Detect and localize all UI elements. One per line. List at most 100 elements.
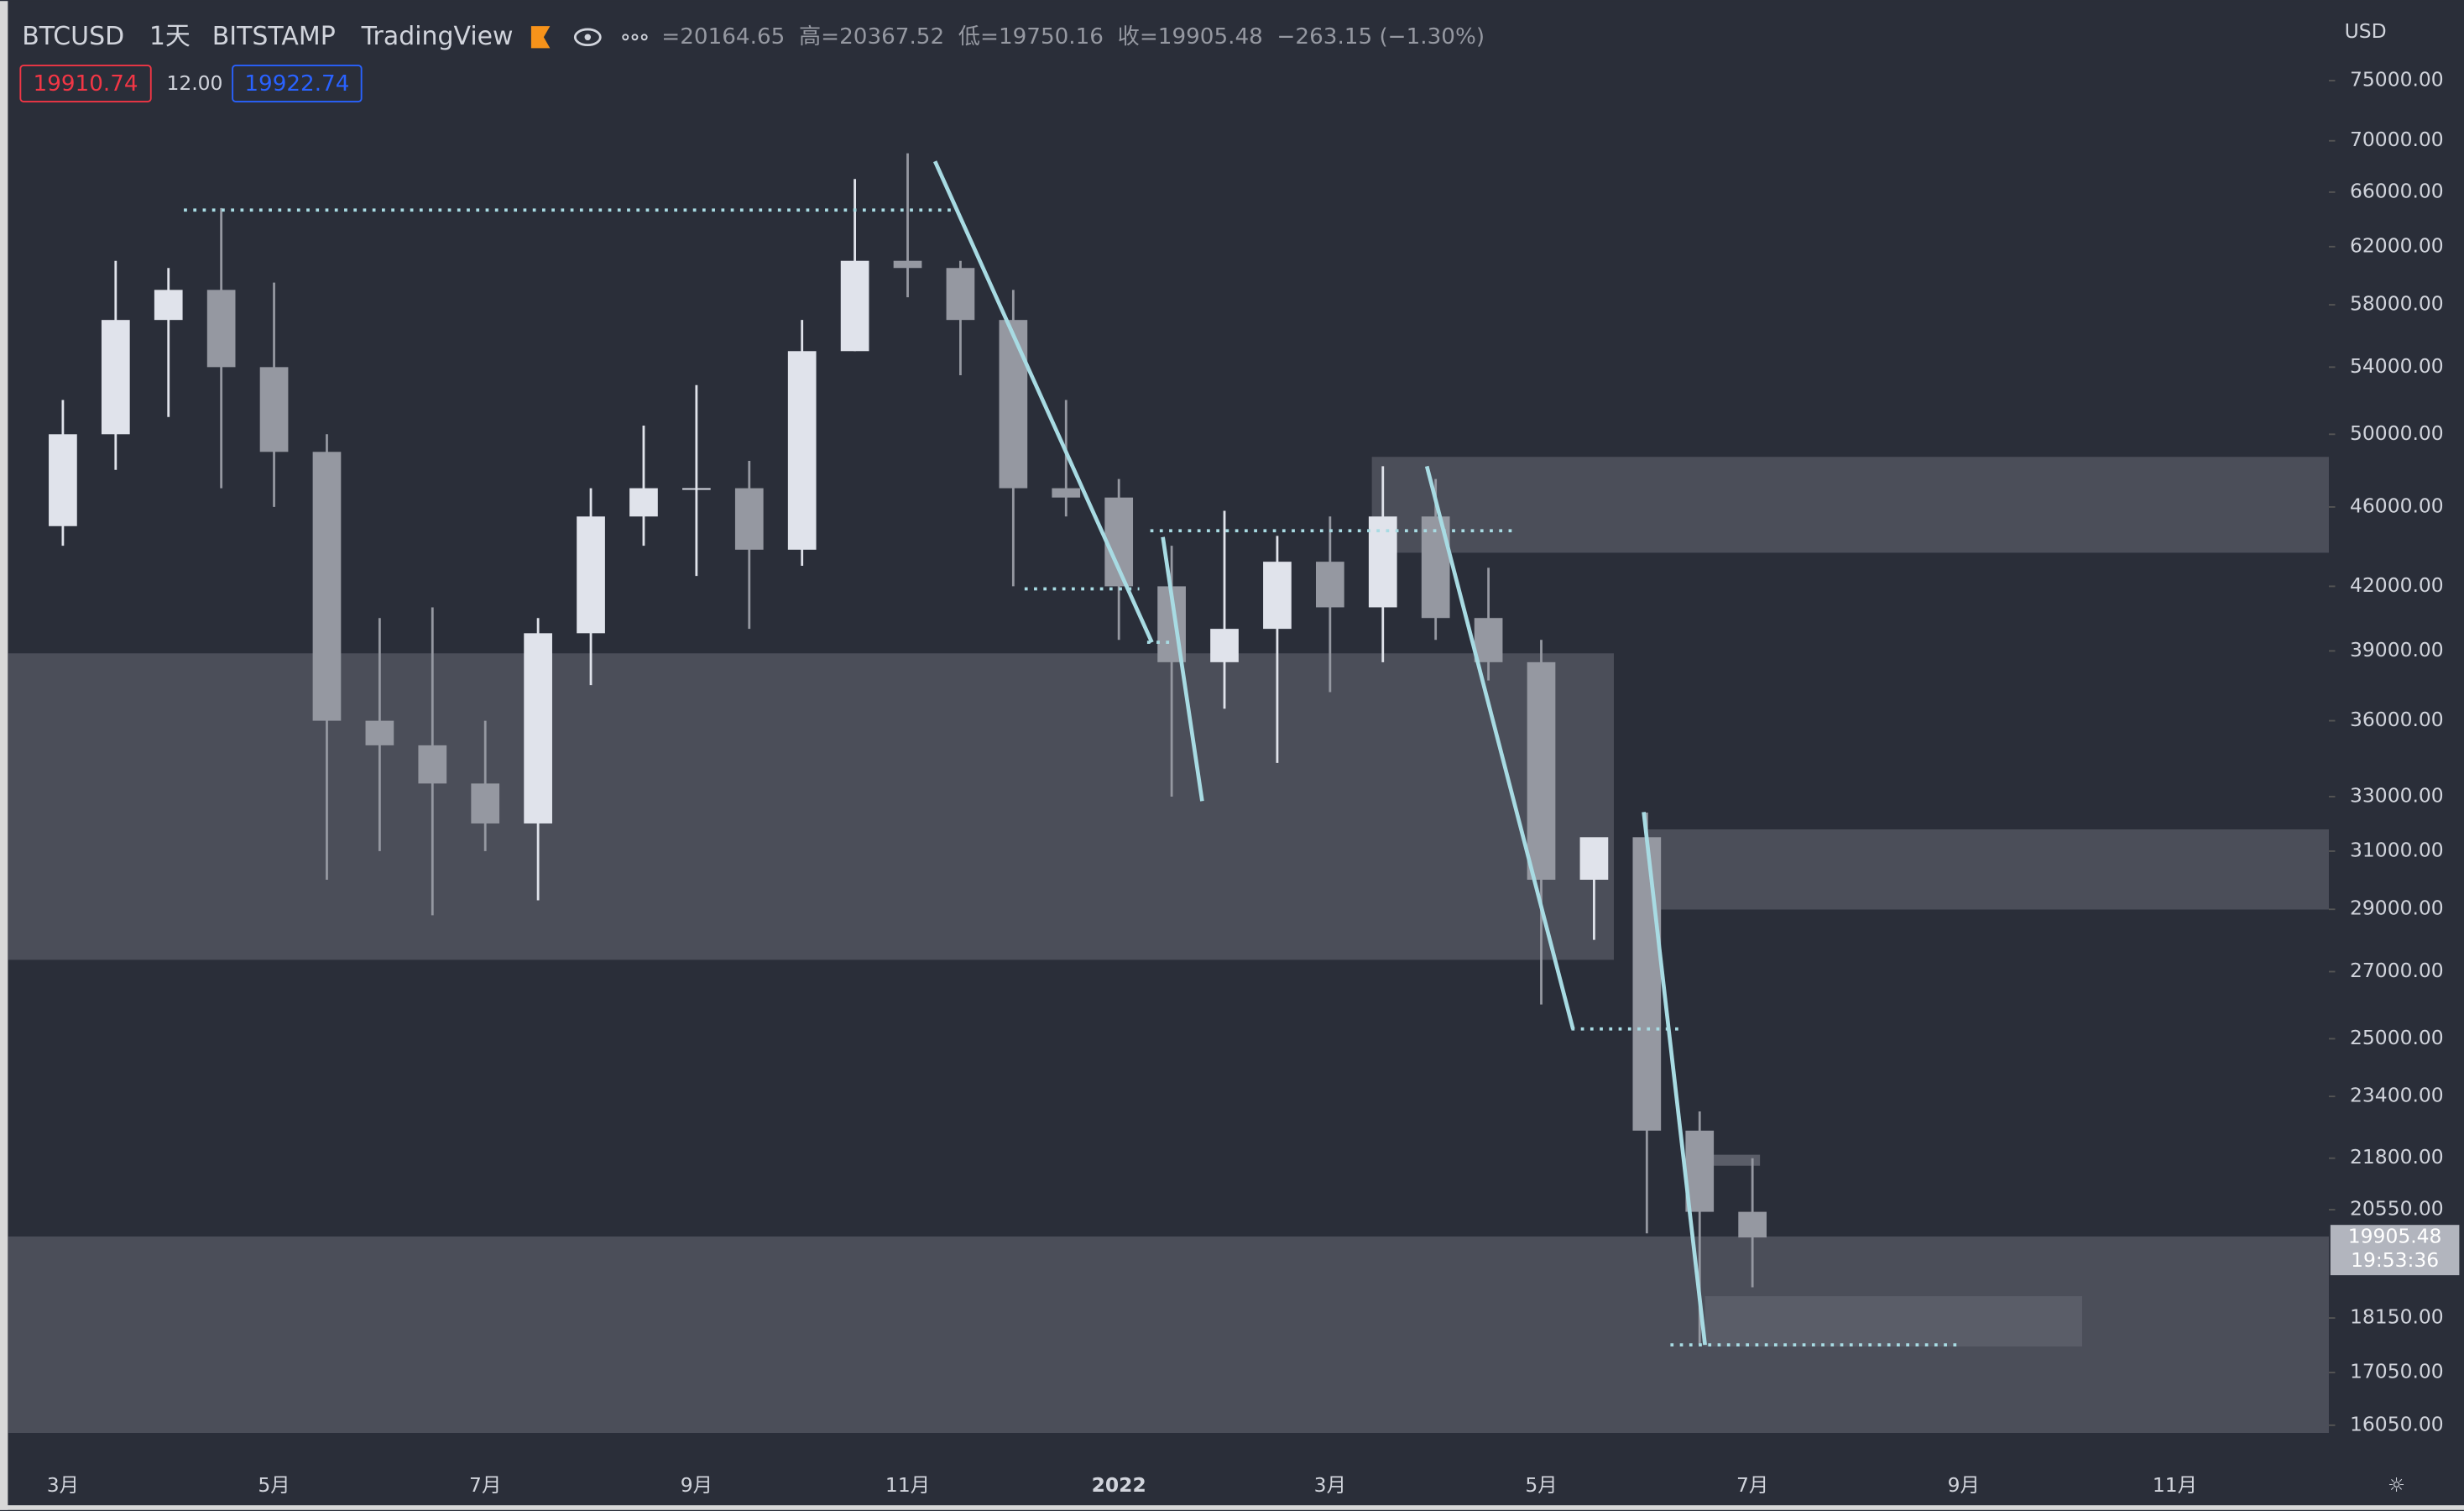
candle-body [365, 720, 394, 745]
y-tick-label: 31000.00 [2350, 838, 2444, 861]
settings-icon[interactable]: ☼ [2388, 1473, 2405, 1497]
candle-body [787, 351, 817, 550]
candle-body [1579, 837, 1609, 881]
flag-icon[interactable] [530, 26, 551, 49]
x-tick-label: 5月 [258, 1473, 290, 1497]
trend-line [1424, 465, 1575, 1030]
x-tick-label: 5月 [1525, 1473, 1557, 1497]
candle-body [524, 633, 552, 823]
x-tick-label: 3月 [47, 1473, 79, 1497]
candle-body [734, 488, 764, 550]
candle-body [840, 260, 869, 352]
candle-body [312, 452, 342, 721]
x-tick-label: 3月 [1314, 1473, 1346, 1497]
trend-lines [932, 160, 1707, 1346]
last-price: 19905.48 [2348, 1225, 2442, 1248]
y-tick-label: 23400.00 [2350, 1084, 2444, 1107]
ohlc-info: =20164.65 高=20367.52 低=19750.16 收=19905.… [661, 24, 1485, 50]
candle-body [577, 516, 605, 634]
y-tick-label: 70000.00 [2350, 128, 2444, 151]
candle-body [946, 268, 975, 321]
currency[interactable]: USD [2345, 19, 2387, 43]
buy-price[interactable]: 19922.74 [244, 71, 349, 97]
candle-body [682, 488, 711, 490]
x-tick-label: 9月 [681, 1473, 713, 1497]
candle-body [1474, 618, 1503, 662]
y-tick-label: 46000.00 [2350, 494, 2444, 517]
candle-body [1632, 837, 1662, 1131]
y-tick-label: 17050.00 [2350, 1360, 2444, 1383]
y-tick-label: 50000.00 [2350, 421, 2444, 445]
x-tick-label: 11月 [2153, 1473, 2197, 1497]
y-tick-label: 16050.00 [2350, 1412, 2444, 1435]
zones [8, 457, 2329, 1434]
countdown: 19:53:36 [2351, 1248, 2439, 1272]
zone [8, 653, 1615, 960]
candle-body [1052, 488, 1081, 498]
candle-body [1210, 629, 1239, 662]
y-tick-label: 18150.00 [2350, 1305, 2444, 1329]
last-price-box [2330, 1225, 2460, 1276]
y-tick-label: 36000.00 [2350, 708, 2444, 731]
x-tick-label: 9月 [1948, 1473, 1980, 1497]
symbol[interactable]: BTCUSD [22, 22, 124, 51]
axes: 75000.00 70000.00 66000.00 62000.00 58000.00… [47, 68, 2460, 1497]
candle-body [1315, 562, 1344, 608]
candle-body [1527, 661, 1556, 881]
zone [1371, 457, 2329, 553]
y-tick-label: 21800.00 [2350, 1145, 2444, 1169]
spread: 12.00 [166, 71, 222, 95]
candle-body [629, 488, 658, 517]
header: BTCUSD 1天 BITSTAMP TradingView =20164.65… [19, 22, 1485, 102]
candle-body [1738, 1211, 1767, 1238]
level-lines [184, 208, 1957, 1347]
candle-body [471, 783, 500, 823]
y-tick-label: 75000.00 [2350, 68, 2444, 91]
candle-body [893, 260, 922, 269]
y-tick-label: 58000.00 [2350, 292, 2444, 316]
trend-line [1161, 536, 1204, 802]
candles [49, 153, 1767, 1346]
frame [0, 1, 8, 1510]
more-icon[interactable] [622, 34, 648, 41]
candle-body [999, 320, 1028, 489]
y-tick-label: 29000.00 [2350, 897, 2444, 920]
eye-icon[interactable] [573, 28, 602, 47]
y-tick-label: 62000.00 [2350, 233, 2444, 257]
frame [0, 1505, 2464, 1510]
y-tick-label: 27000.00 [2350, 959, 2444, 982]
candle-body [154, 290, 183, 321]
source: TradingView [361, 22, 514, 51]
zone [1704, 1296, 2082, 1347]
eye-icon [584, 34, 592, 41]
y-tick-label: 39000.00 [2350, 638, 2444, 661]
sell-box[interactable] [19, 65, 152, 102]
candle-body [101, 320, 130, 435]
trend-line [932, 160, 1154, 644]
candle-body [206, 290, 236, 368]
y-tick-label: 33000.00 [2350, 783, 2444, 807]
candle-body [1685, 1130, 1715, 1212]
x-tick-label: 11月 [885, 1473, 930, 1497]
interval[interactable]: 1天 [149, 22, 191, 51]
x-tick-label: 7月 [1736, 1473, 1768, 1497]
candle-body [259, 367, 289, 452]
y-tick-label: 25000.00 [2350, 1026, 2444, 1049]
y-tick-label: 20550.00 [2350, 1197, 2444, 1221]
candle-body [1263, 562, 1292, 630]
candle-body [418, 745, 447, 784]
zone [1647, 829, 2329, 910]
x-tick-label: 7月 [469, 1473, 501, 1497]
y-tick-label: 66000.00 [2350, 179, 2444, 202]
trend-line [1642, 812, 1707, 1346]
y-tick-label: 42000.00 [2350, 573, 2444, 597]
x-tick-label: 2022 [1092, 1473, 1146, 1497]
exchange: BITSTAMP [212, 22, 336, 51]
y-tick-label: 54000.00 [2350, 354, 2444, 378]
sell-price[interactable]: 19910.74 [34, 71, 138, 97]
candle-body [49, 434, 77, 526]
candle-body [1368, 516, 1397, 608]
buy-box[interactable] [232, 65, 363, 102]
